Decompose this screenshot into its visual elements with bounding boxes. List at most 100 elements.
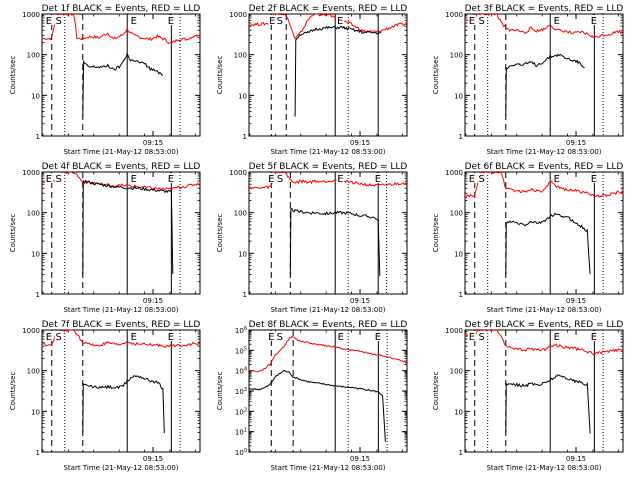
- y-axis-label: Counts/sec: [216, 56, 224, 95]
- series-events-line: [82, 375, 165, 434]
- x-axis-label: Start Time (21-May-12 08:53:00): [270, 306, 385, 314]
- panel-det5: Det 5f BLACK = Events, RED = LLD 1 10 100 10…: [216, 162, 408, 314]
- y-tick-label: 1000: [229, 11, 247, 19]
- marker-label-bg: [267, 173, 276, 183]
- marker-label: E: [268, 174, 274, 185]
- plot-frame: [464, 329, 624, 453]
- marker-label: S: [55, 174, 61, 185]
- series-events-line: [289, 208, 381, 276]
- y-tick-label: 100: [27, 52, 40, 60]
- plot-frame: [464, 171, 624, 295]
- y-tick-label: 100: [234, 210, 247, 218]
- marker-label: S: [277, 332, 283, 343]
- marker-label: E: [131, 332, 137, 343]
- series-events-line: [82, 179, 174, 275]
- series-events-line: [505, 53, 585, 117]
- marker-label: E: [554, 332, 560, 343]
- plot-frame: [248, 171, 408, 295]
- marker-label: E: [46, 332, 52, 343]
- marker-label: E: [269, 16, 275, 27]
- x-tick-label: 09:15: [143, 455, 163, 463]
- marker-label: E: [168, 332, 174, 343]
- marker-label: S: [277, 16, 283, 27]
- marker-label: S: [478, 16, 484, 27]
- panel-det9: Det 9f BLACK = Events, RED = LLD 1 10 100 10…: [432, 320, 624, 472]
- x-tick-label: 09:15: [566, 297, 586, 305]
- y-tick-label: 1: [36, 291, 40, 299]
- series-lld-line: [249, 14, 407, 40]
- y-tick-label: 101: [235, 428, 247, 437]
- marker-label: E: [168, 16, 174, 27]
- marker-label-bg: [552, 173, 561, 183]
- panel-title: Det 7f BLACK = Events, RED = LLD: [42, 320, 201, 330]
- series-lld-line: [249, 172, 407, 190]
- x-axis-label: Start Time (21-May-12 08:53:00): [63, 306, 178, 314]
- marker-label: E: [591, 332, 597, 343]
- panel-det7: Det 7f BLACK = Events, RED = LLD 1 10 100 10…: [9, 320, 201, 472]
- marker-label-bg: [166, 15, 175, 25]
- y-tick-label: 10: [454, 408, 463, 416]
- x-tick-label: 09:15: [566, 455, 586, 463]
- marker-label: E: [554, 16, 560, 27]
- marker-label-bg: [275, 331, 284, 341]
- y-tick-label: 1: [459, 449, 463, 457]
- marker-label: S: [277, 174, 283, 185]
- y-tick-label: 1: [36, 133, 40, 141]
- y-tick-label: 10: [454, 250, 463, 258]
- marker-label: E: [131, 16, 137, 27]
- marker-label-bg: [477, 15, 486, 25]
- plot-frame: [464, 13, 624, 137]
- panel-title: Det 9f BLACK = Events, RED = LLD: [465, 320, 624, 330]
- x-tick-label: 09:15: [566, 139, 586, 147]
- marker-label: E: [375, 174, 381, 185]
- y-tick-label: 1000: [445, 11, 463, 19]
- y-tick-label: 103: [235, 387, 247, 396]
- marker-label: S: [55, 16, 61, 27]
- y-tick-label: 104: [235, 367, 247, 376]
- y-tick-label: 100: [450, 368, 463, 376]
- marker-label-bg: [129, 173, 138, 183]
- marker-label: E: [375, 332, 381, 343]
- series-events-line: [505, 374, 591, 434]
- plot-frame: [41, 13, 201, 137]
- y-tick-label: 102: [235, 407, 247, 416]
- x-tick-label: 09:15: [350, 297, 370, 305]
- marker-label: E: [46, 174, 52, 185]
- y-tick-label: 1000: [445, 327, 463, 335]
- marker-label-bg: [336, 331, 345, 341]
- series-events-line: [82, 52, 163, 117]
- marker-label-bg: [477, 331, 486, 341]
- marker-label-bg: [166, 331, 175, 341]
- marker-label-bg: [589, 15, 598, 25]
- marker-label: E: [469, 332, 475, 343]
- marker-label-bg: [336, 173, 345, 183]
- series-lld-line: [465, 330, 623, 356]
- y-tick-label: 100: [450, 52, 463, 60]
- marker-label: E: [46, 16, 52, 27]
- x-axis-label: Start Time (21-May-12 08:53:00): [270, 464, 385, 472]
- series-lld-line: [249, 336, 407, 373]
- marker-label-bg: [276, 173, 285, 183]
- series-lld-line: [465, 14, 623, 39]
- panel-title: Det 3f BLACK = Events, RED = LLD: [465, 4, 624, 14]
- y-tick-label: 1: [36, 449, 40, 457]
- x-tick-label: 09:15: [143, 297, 163, 305]
- y-axis-label: Counts/sec: [9, 214, 17, 253]
- y-tick-label: 106: [235, 326, 247, 335]
- x-axis-label: Start Time (21-May-12 08:53:00): [486, 148, 601, 156]
- panel-det6: Det 6f BLACK = Events, RED = LLD 1 10 100 10…: [432, 162, 624, 314]
- y-tick-label: 10: [31, 250, 40, 258]
- y-tick-label: 100: [450, 210, 463, 218]
- y-axis-label: Counts/sec: [216, 214, 224, 253]
- marker-label: S: [55, 332, 61, 343]
- y-tick-label: 100: [234, 52, 247, 60]
- y-tick-label: 105: [235, 346, 247, 355]
- panel-title: Det 6f BLACK = Events, RED = LLD: [465, 162, 624, 172]
- y-tick-label: 10: [238, 92, 247, 100]
- marker-label-bg: [467, 173, 476, 183]
- marker-label: E: [268, 332, 274, 343]
- marker-label: E: [591, 16, 597, 27]
- x-tick-label: 09:15: [350, 455, 370, 463]
- plot-frame: [41, 171, 201, 295]
- panel-det3: Det 3f BLACK = Events, RED = LLD 1 10 100 10…: [432, 4, 624, 156]
